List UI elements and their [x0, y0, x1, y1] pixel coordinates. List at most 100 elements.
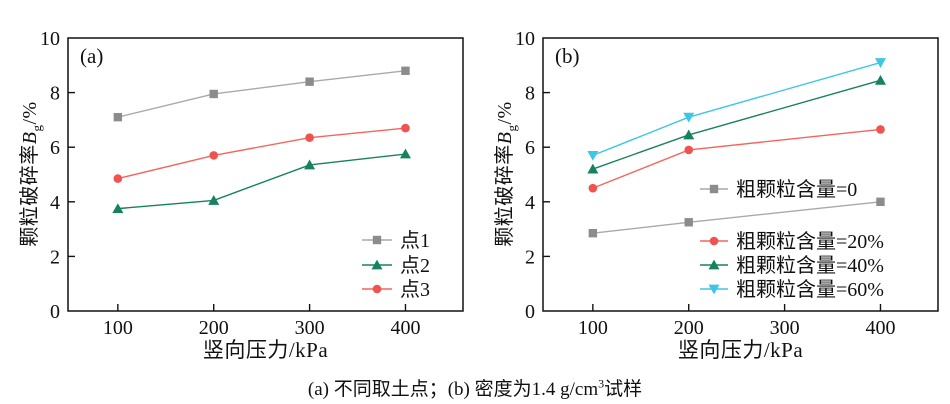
- legend-label: 点1: [400, 229, 430, 252]
- y-tick-label: 0: [50, 301, 60, 323]
- legend-marker: [372, 235, 382, 245]
- y-tick-label: 8: [50, 83, 60, 105]
- legend-item: 点2: [362, 254, 430, 277]
- data-point: [113, 174, 123, 183]
- y-tick-label: 6: [50, 137, 60, 159]
- series-line: [117, 127, 406, 180]
- data-point: [684, 218, 693, 227]
- legend-marker: [371, 259, 383, 270]
- y-axis-label-b: 颗粒破碎率Bg/%: [492, 24, 519, 324]
- legend-item: 粗颗粒含量=0: [700, 178, 857, 201]
- y-tick-label: 0: [525, 301, 535, 323]
- y-axis-unit: /%: [19, 101, 41, 125]
- y-tick-label: 10: [515, 28, 535, 50]
- series-line: [592, 201, 881, 234]
- data-point: [588, 228, 598, 238]
- data-point: [209, 89, 218, 99]
- legend: 粗颗粒含量=0 粗颗粒含量=20%粗颗粒含量=40%粗颗粒含量=60%: [700, 178, 884, 301]
- x-tick-label: 300: [295, 317, 325, 339]
- series-点2: [112, 148, 411, 214]
- data-point: [208, 195, 220, 205]
- caption-text: (a) 不同取土点；(b) 密度为1.4 g/cm: [307, 379, 599, 400]
- data-point: [401, 123, 410, 133]
- y-axis-label-text: 颗粒破碎率: [19, 144, 41, 247]
- legend-label: 粗颗粒含量=0: [736, 178, 857, 201]
- data-point: [683, 129, 695, 140]
- legend-label: 点2: [400, 254, 430, 277]
- data-point: [399, 148, 411, 159]
- y-tick-label: 2: [525, 246, 535, 268]
- y-axis-label-a: 颗粒破碎率Bg/%: [17, 24, 44, 324]
- series-粗颗粒含量=40%: [587, 74, 886, 174]
- legend-item: 粗颗粒含量=40%: [700, 254, 884, 277]
- x-tick-label: 400: [390, 317, 420, 339]
- data-point: [876, 125, 885, 134]
- series-line: [117, 153, 406, 210]
- legend-marker: [709, 184, 719, 194]
- data-point: [401, 66, 410, 75]
- data-point: [587, 150, 599, 161]
- legend-marker: [709, 236, 719, 246]
- y-axis-subscript: g: [29, 124, 44, 132]
- data-point: [112, 203, 124, 214]
- series-粗颗粒含量=60%: [587, 58, 886, 161]
- series-粗颗粒含量=0: [588, 197, 885, 238]
- legend-item: 点3: [362, 278, 430, 301]
- series-line: [117, 70, 406, 118]
- y-tick-label: 8: [525, 83, 535, 105]
- chart-b-canvas: 100 200 300 4000246810(b)粗颗粒含量=0粗颗粒含量=20%粗颗…: [515, 28, 939, 339]
- data-point: [684, 145, 694, 155]
- legend-marker: [708, 259, 720, 270]
- y-axis-variable: B: [494, 131, 516, 145]
- data-point: [304, 159, 316, 170]
- series-点1: [113, 66, 410, 122]
- y-axis-label-text: 颗粒破碎率: [494, 144, 516, 247]
- y-tick-label: 2: [50, 246, 60, 268]
- legend-label: 粗颗粒含量=20%: [736, 230, 884, 253]
- y-axis-variable: B: [19, 131, 41, 145]
- legend-item: 粗颗粒含量=20%: [700, 230, 884, 253]
- series-line: [592, 61, 881, 157]
- data-point: [874, 58, 886, 68]
- y-tick-label: 4: [50, 192, 60, 214]
- x-tick-label: 200: [674, 317, 704, 339]
- chart-panel-b: 100 200 300 400 0 2 4 6 8 10 (b) 粗颗粒含量=0 粗颗粒含量=20% 粗颗…: [475, 0, 950, 372]
- x-axis-label-b: 竖向压力/kPa: [677, 338, 804, 362]
- data-point: [588, 183, 598, 193]
- legend-marker: [708, 284, 720, 295]
- legend-label: 点3: [400, 278, 430, 301]
- y-axis-subscript: g: [504, 124, 519, 132]
- plot-box: [67, 37, 464, 312]
- x-tick-label: 200: [199, 317, 229, 339]
- y-tick-label: 4: [525, 192, 535, 214]
- data-point: [209, 151, 219, 160]
- data-point: [874, 74, 886, 85]
- panel-label: (a): [80, 44, 103, 68]
- data-point: [587, 163, 599, 174]
- legend-label: 粗颗粒含量=60%: [736, 278, 884, 301]
- caption-text-end: 试样: [604, 379, 643, 400]
- series-点3: [113, 123, 410, 183]
- panel-label: (b): [555, 44, 580, 68]
- legend-label: 粗颗粒含量=40%: [736, 254, 884, 277]
- x-tick-label: 100: [103, 317, 133, 339]
- series-粗颗粒含量=20%: [588, 125, 885, 193]
- x-tick-label: 400: [865, 317, 895, 339]
- caption-superscript: 3: [598, 376, 605, 391]
- data-point: [305, 77, 314, 86]
- legend-item: 粗颗粒含量=60%: [700, 278, 884, 301]
- legend-marker: [372, 284, 382, 294]
- plot-box: [542, 37, 939, 312]
- data-point: [876, 197, 885, 206]
- x-tick-label: 300: [770, 317, 800, 339]
- x-tick-label: 100: [578, 317, 608, 339]
- legend-item: 点1: [362, 229, 430, 252]
- data-point: [305, 133, 314, 142]
- x-axis-label-a: 竖向压力/kPa: [202, 338, 329, 362]
- series-line: [592, 79, 881, 170]
- y-tick-label: 10: [40, 28, 60, 50]
- figure-caption: (a) 不同取土点；(b) 密度为1.4 g/cm3试样: [0, 374, 950, 401]
